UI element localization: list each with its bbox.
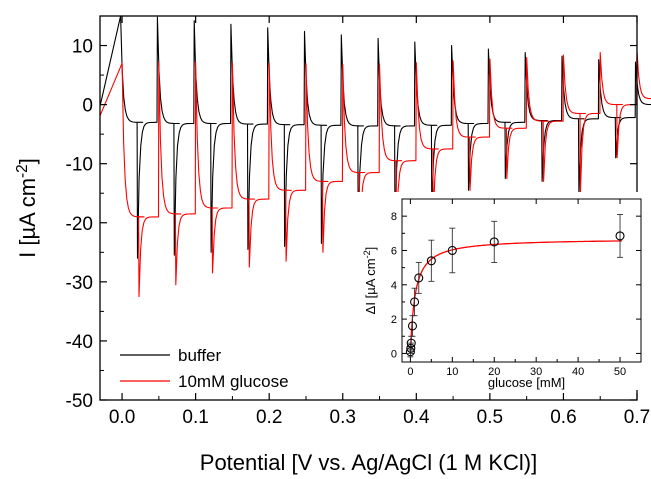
main-axis-ticks: 0.0 0.1 0.2 0.3 0.4 0.5 0.6 0.7 10 0 -10 -20 -30 -40 -… <box>66 16 650 428</box>
inset-data-point <box>615 231 625 241</box>
inset-y-tick-label: 4 <box>391 280 397 292</box>
inset-data-point <box>406 338 416 348</box>
x-tick-label: 0.3 <box>330 407 356 428</box>
y-axis-title: I [µA cm-2] <box>14 158 41 258</box>
inset-plot-frame <box>401 198 642 363</box>
inset-x-axis-title: glucose [mM] <box>488 375 565 390</box>
y-tick-label: -20 <box>66 214 93 235</box>
x-tick-label: 0.7 <box>624 407 650 428</box>
x-axis-title: Potential [V vs. Ag/AgCl (1 M KCl)] <box>200 450 537 475</box>
inset-y-tick-label: 2 <box>391 314 397 326</box>
inset-data-point <box>489 237 499 247</box>
y-tick-label: -30 <box>66 273 93 294</box>
y-tick-label: 10 <box>72 37 93 58</box>
y-tick-label: -50 <box>66 391 93 412</box>
inset-data-point <box>447 245 457 256</box>
inset-y-axis-title: ΔI [µA cm-2] <box>362 247 378 315</box>
inset-plot: 0 10 20 30 40 50 0 2 4 6 8 glucose [mM] ΔI [µA cm-… <box>350 192 649 390</box>
x-tick-label: 0.6 <box>550 407 576 428</box>
inset-fit-curve <box>409 240 623 354</box>
inset-data-point <box>410 297 420 307</box>
series-line-buffer <box>99 15 651 259</box>
inset-y-tick-label: 6 <box>391 245 397 257</box>
inset-y-tick-label: 0 <box>391 348 397 360</box>
x-tick-label: 0.0 <box>109 407 135 428</box>
inset-x-tick-label: 50 <box>614 366 626 378</box>
y-tick-label: -40 <box>66 332 93 353</box>
inset-y-tick-label: 8 <box>391 211 397 223</box>
inset-x-tick-label: 10 <box>446 366 458 378</box>
inset-data-point <box>426 256 436 266</box>
inset-x-tick-label: 0 <box>407 366 413 378</box>
y-tick-label: 0 <box>82 96 93 117</box>
inset-axis-ticks: 0 10 20 30 40 50 0 2 4 6 8 <box>391 199 641 378</box>
legend-label-glucose: 10mM glucose <box>178 372 289 391</box>
legend-label-buffer: buffer <box>178 346 222 365</box>
x-tick-label: 0.5 <box>477 407 503 428</box>
inset-x-tick-label: 20 <box>488 366 500 378</box>
inset-x-tick-label: 40 <box>572 366 584 378</box>
inset-marks-layer <box>405 213 625 358</box>
inset-data-point <box>414 273 424 283</box>
inset-data-point <box>407 321 418 331</box>
series-line-glucose <box>99 50 651 298</box>
inset-x-tick-label: 30 <box>530 366 542 378</box>
inset-background <box>350 192 649 390</box>
x-tick-label: 0.2 <box>256 407 282 428</box>
main-series-layer <box>99 15 651 298</box>
x-tick-label: 0.1 <box>182 407 208 428</box>
x-tick-label: 0.4 <box>403 407 430 428</box>
y-tick-label: -10 <box>66 155 93 176</box>
legend: buffer 10mM glucose <box>120 346 289 391</box>
